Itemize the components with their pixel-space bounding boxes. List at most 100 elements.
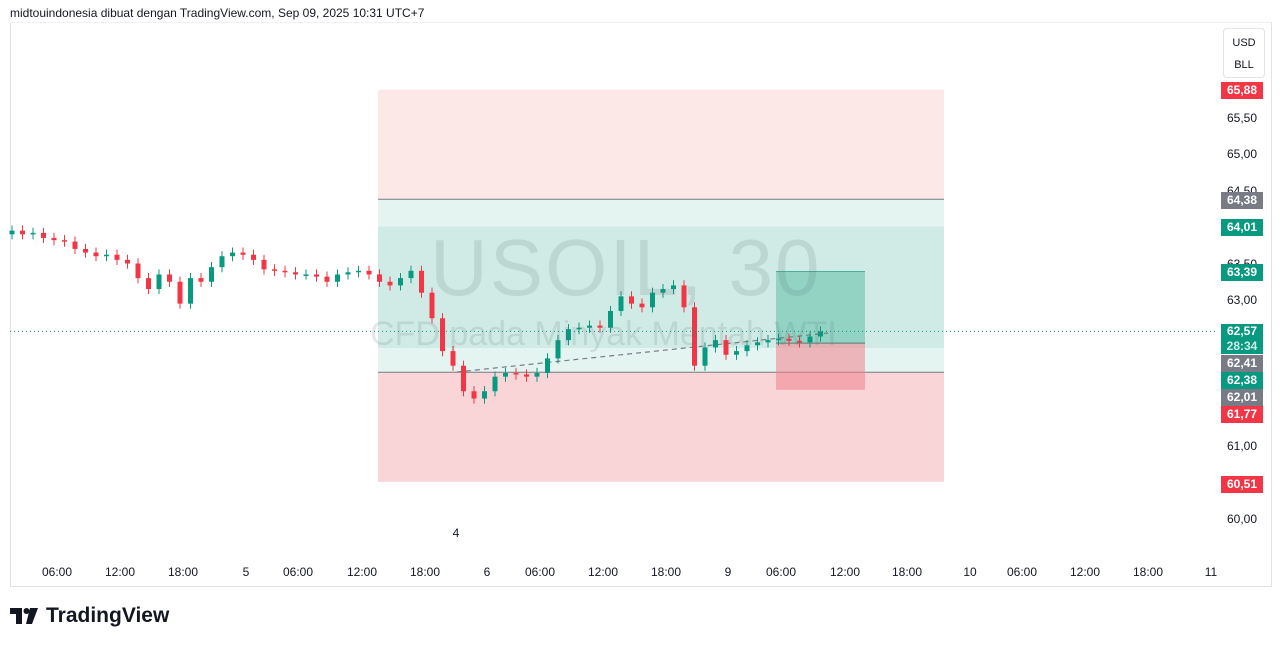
time-tick: 18:00: [1132, 565, 1164, 579]
candle-body: [461, 365, 466, 392]
time-tick: 11: [1204, 565, 1218, 579]
price-label-upper: 64,01: [1221, 219, 1263, 236]
time-tick: 06:00: [41, 565, 73, 579]
candle-body: [156, 274, 162, 290]
candle-body: [576, 327, 582, 330]
candle-body: [807, 336, 813, 343]
candle-body: [198, 278, 204, 282]
price-label-entry: 62,01: [1221, 389, 1263, 406]
candle-body: [660, 289, 666, 293]
candle-body: [230, 252, 235, 257]
position-zone-upper-loss: [378, 89, 944, 200]
small-position-loss: [776, 343, 865, 390]
candle-body: [314, 274, 319, 277]
candle-body: [713, 340, 718, 348]
price-label-small-entry: 62,41: [1221, 355, 1263, 372]
price-label-stop: 60,51: [1221, 476, 1263, 493]
candle-body: [597, 325, 603, 328]
candle-body: [72, 241, 78, 249]
candle-body: [366, 270, 372, 275]
time-tick: 9: [724, 565, 732, 579]
time-tick: 12:00: [1069, 565, 1101, 579]
time-tick: 18:00: [167, 565, 199, 579]
candle-body: [482, 391, 487, 399]
candle-body: [125, 259, 130, 264]
candle-body: [692, 307, 697, 366]
last-price: 62,57: [1226, 324, 1258, 338]
candle-body: [293, 272, 298, 275]
candle-body: [251, 254, 256, 260]
candle-body: [513, 373, 519, 375]
candle-body: [702, 347, 708, 366]
time-tick: 5: [242, 565, 250, 579]
candle-body: [492, 376, 498, 392]
time-tick: 18:00: [650, 565, 682, 579]
candle-body: [240, 252, 246, 255]
candle-body: [587, 325, 592, 328]
price-label-small-stop: 61,77: [1221, 406, 1263, 423]
candle-body: [744, 345, 750, 352]
candle-body: [419, 270, 424, 293]
candle-body: [41, 232, 46, 238]
candle-body: [324, 276, 330, 282]
unit-label: BLL: [1234, 59, 1254, 71]
candle-body: [345, 272, 351, 275]
candle-body: [272, 269, 277, 271]
currency-unit-button[interactable]: USD BLL: [1223, 28, 1265, 78]
candle-body: [429, 292, 435, 319]
time-tick: 18:00: [891, 565, 923, 579]
time-tick: 6: [483, 565, 491, 579]
candle-body: [786, 338, 792, 341]
bar-countdown: 28:34: [1226, 339, 1258, 353]
candle-body: [534, 373, 540, 377]
candle-body: [30, 232, 36, 235]
candle-body: [261, 259, 267, 270]
time-tick: 12:00: [346, 565, 378, 579]
candle-body: [755, 342, 760, 346]
candle-body: [335, 274, 340, 282]
price-tick: 64,50: [1226, 184, 1258, 193]
candle-body: [524, 374, 529, 377]
candle-body: [62, 240, 67, 242]
price-tick: 65,50: [1226, 111, 1258, 125]
candle-body: [398, 278, 403, 286]
last-price-label: 62,57 28:34: [1221, 324, 1263, 354]
candle-body: [356, 270, 361, 273]
candle-body: [440, 318, 445, 352]
time-tick: 10: [963, 565, 977, 579]
candle-body: [408, 270, 414, 279]
tradingview-logo: TradingView: [10, 604, 169, 628]
time-tick: 06:00: [1006, 565, 1038, 579]
price-label-target: 64,38: [1221, 192, 1263, 209]
time-tick: 06:00: [524, 565, 556, 579]
candle-body: [377, 274, 382, 282]
candle-body: [104, 254, 109, 257]
candle-body: [618, 296, 624, 311]
time-tick: 12:00: [829, 565, 861, 579]
price-label-entry-hi: 62,38: [1221, 372, 1263, 389]
candle-body: [114, 254, 120, 260]
candle-body: [282, 270, 288, 273]
candle-body: [135, 263, 141, 279]
position-zone-loss: [378, 372, 944, 482]
candle-body: [723, 340, 729, 355]
price-tick: 60,00: [1226, 512, 1258, 526]
candle-body: [83, 248, 88, 253]
candle-body: [93, 252, 99, 257]
candle-body: [629, 296, 634, 304]
candle-body: [146, 278, 151, 290]
candle-body: [503, 373, 508, 377]
candle-body: [219, 256, 225, 268]
candle-body: [188, 278, 193, 304]
price-tick: 63,00: [1226, 293, 1258, 307]
candle-body: [671, 285, 676, 290]
candle-body: [734, 351, 739, 355]
candle-body: [9, 230, 15, 235]
price-tick: 65,00: [1226, 147, 1258, 161]
candle-body: [450, 351, 456, 366]
candle-body: [20, 230, 25, 235]
price-tick: 61,00: [1226, 439, 1258, 453]
brand-name: TradingView: [46, 604, 170, 627]
candle-body: [776, 338, 781, 341]
